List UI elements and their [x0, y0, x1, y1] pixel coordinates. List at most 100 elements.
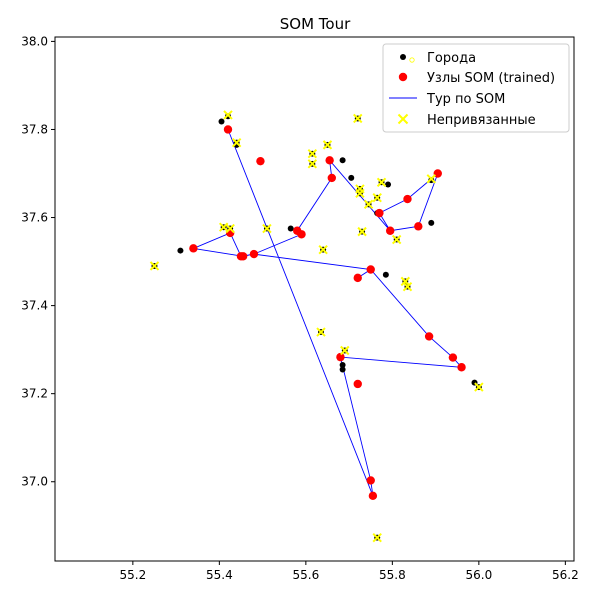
unbound-point	[474, 382, 484, 392]
unbound-point	[355, 188, 365, 199]
legend-marker-cities	[400, 54, 406, 60]
city-point	[339, 366, 346, 373]
unbound-point	[318, 244, 328, 255]
som-node-point	[353, 379, 362, 389]
unbound-marker-stroke	[402, 281, 413, 292]
som-node-point	[368, 491, 378, 501]
som-node-point	[457, 363, 466, 372]
unbound-point	[307, 159, 318, 169]
som-node-point	[297, 230, 306, 239]
som-node-point	[375, 208, 384, 218]
unbound-marker-stroke	[231, 137, 242, 148]
som-node-point	[238, 252, 248, 261]
unbound-point	[372, 193, 382, 203]
som-node-point	[424, 332, 434, 341]
unbound-point	[307, 148, 318, 159]
unbound-marker-stroke	[372, 532, 382, 543]
city-point	[218, 118, 225, 125]
y-tick-label: 37.2	[21, 387, 48, 401]
unbound-point	[426, 174, 436, 184]
chart-title: SOM Tour	[280, 15, 351, 33]
city-point	[348, 174, 355, 181]
unbound-point	[372, 532, 382, 543]
unbound-marker-stroke	[400, 276, 411, 287]
y-tick-label: 37.6	[21, 211, 48, 225]
city-point	[339, 362, 346, 369]
unbound-marker-stroke	[307, 148, 318, 159]
som-node-point	[353, 273, 362, 283]
city-point	[339, 157, 346, 164]
som-node-point	[366, 476, 375, 485]
x-tick-label: 56.2	[552, 568, 579, 582]
unbound-point	[340, 345, 350, 356]
unbound-marker-stroke	[353, 113, 363, 124]
unbound-marker-stroke	[372, 193, 382, 203]
legend-box	[382, 43, 570, 133]
unbound-marker-stroke	[149, 261, 160, 271]
som-node-point	[327, 173, 336, 183]
y-axis: 37.0 37.2 37.4 37.6 37.8 38.0	[21, 34, 55, 489]
som-node-point	[366, 265, 375, 274]
city-point	[177, 247, 184, 254]
unbound-marker-stroke	[340, 345, 350, 356]
unbound-point	[357, 226, 367, 237]
unbound-marker-stroke	[397, 113, 409, 125]
y-tick-label: 38.0	[21, 34, 48, 48]
unbound-marker-stroke	[376, 177, 387, 188]
unbound-marker-stroke	[316, 327, 326, 337]
unbound-marker-stroke	[318, 244, 328, 255]
y-tick-label: 37.0	[21, 475, 48, 489]
unbound-marker-stroke	[262, 223, 272, 234]
nodes-layer	[189, 125, 466, 501]
city-point	[428, 219, 435, 226]
unbound-marker-stroke	[307, 159, 318, 169]
y-tick-label: 37.4	[21, 299, 48, 313]
x-axis: 55.2 55.4 55.6 55.8 56.0 56.2	[119, 561, 579, 582]
plot-area	[149, 110, 484, 543]
unbound-marker-stroke	[391, 234, 402, 245]
unbound-point	[391, 234, 402, 245]
x-tick-label: 55.8	[379, 568, 406, 582]
som-node-point	[448, 353, 458, 362]
x-tick-label: 56.0	[465, 568, 492, 582]
unbound-point	[353, 113, 363, 124]
unbound-point	[363, 199, 374, 210]
x-tick-label: 55.2	[119, 568, 146, 582]
unbound-point	[262, 223, 272, 234]
unbound-point	[400, 276, 411, 287]
legend-label-cities: Города	[427, 51, 476, 66]
unbound-point	[402, 281, 413, 292]
plot-frame	[54, 36, 575, 562]
legend-marker-nodes	[398, 72, 408, 82]
unbound-marker-stroke	[426, 174, 436, 184]
unbound-marker-stroke	[322, 140, 333, 150]
city-point	[382, 271, 389, 278]
unbound-point	[322, 140, 333, 150]
unbound-marker-stroke	[474, 382, 484, 392]
legend-label-tour: Тур по SOM	[426, 92, 505, 107]
unbound-marker-stroke	[363, 199, 374, 210]
unbound-marker-stroke	[355, 188, 365, 199]
som-node-point	[414, 222, 423, 231]
x-tick-label: 55.6	[292, 568, 319, 582]
unbound-point	[376, 177, 387, 188]
som-node-point	[336, 352, 345, 362]
som-node-point	[223, 125, 233, 134]
unbound-point	[149, 261, 160, 271]
unbound-marker-stroke	[223, 110, 233, 120]
unbound-layer	[149, 110, 484, 543]
som-node-point	[385, 226, 395, 235]
som-node-point	[189, 244, 198, 253]
unbound-marker-stroke	[225, 223, 235, 234]
som-node-point	[256, 156, 265, 166]
som-node-point	[249, 249, 259, 259]
unbound-point	[316, 327, 326, 337]
unbound-point	[231, 137, 242, 148]
som-node-point	[325, 156, 334, 165]
city-point	[287, 225, 294, 232]
y-tick-label: 37.8	[21, 122, 48, 136]
legend-label-unbound: Непривязанные	[427, 113, 536, 128]
legend: Города Узлы SOM (trained) Тур по SOM Неприв…	[382, 43, 570, 133]
unbound-point	[223, 110, 233, 120]
